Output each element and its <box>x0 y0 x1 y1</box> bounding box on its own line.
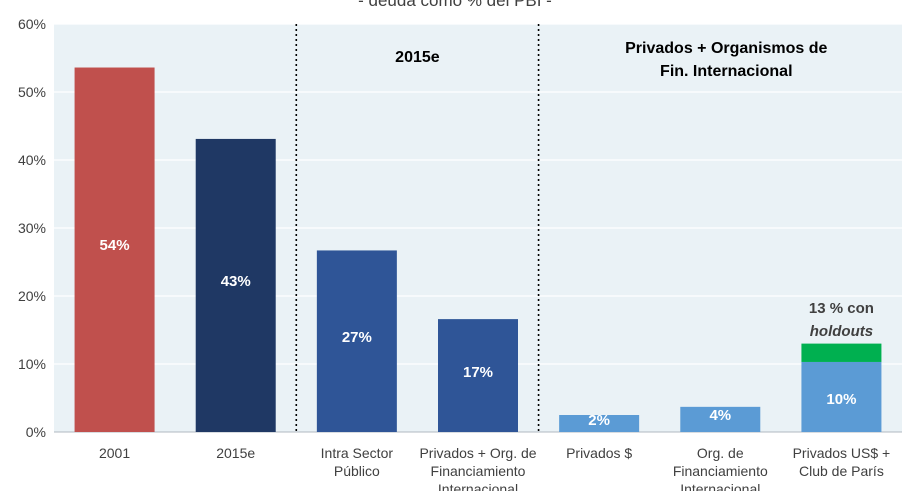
bar-value-label: 10% <box>826 391 856 408</box>
bar <box>680 406 761 432</box>
x-tick-label: 2015e <box>216 445 255 461</box>
bar <box>74 67 155 433</box>
x-tick-label: Privados US$ + <box>793 445 891 461</box>
bar <box>316 250 397 432</box>
bar <box>801 361 882 432</box>
x-tick-label: Privados $ <box>566 445 632 461</box>
y-tick-label: 30% <box>18 220 46 236</box>
section-header: Fin. Internacional <box>660 63 792 80</box>
bar-value-label: 43% <box>221 273 251 290</box>
bar <box>195 138 276 433</box>
bar <box>559 415 640 432</box>
bar-value-label: 27% <box>342 329 372 346</box>
x-tick-label: Org. de <box>697 445 744 461</box>
x-tick-label: Financiamiento <box>673 463 768 479</box>
y-tick-label: 20% <box>18 288 46 304</box>
x-tick-label: Club de París <box>799 463 884 479</box>
holdouts-segment <box>801 343 882 362</box>
x-tick-label: Internacional <box>680 481 760 491</box>
bar-value-label: 17% <box>463 364 493 381</box>
y-tick-label: 0% <box>26 424 46 440</box>
section-header: 2015e <box>395 49 440 66</box>
chart-title: - deuda como % del PBI - <box>358 0 552 10</box>
y-tick-label: 10% <box>18 356 46 372</box>
section-header: Privados + Organismos de <box>625 40 827 57</box>
x-tick-label: Internacional <box>438 481 518 491</box>
bar-value-label: 54% <box>100 237 130 254</box>
x-tick-label: Privados + Org. de <box>419 445 536 461</box>
holdouts-label-italic: holdouts <box>810 323 873 340</box>
y-tick-label: 60% <box>18 16 46 32</box>
holdouts-label: 13 % con <box>809 300 874 317</box>
x-tick-label: Financiamiento <box>431 463 526 479</box>
y-tick-label: 50% <box>18 84 46 100</box>
x-tick-label: 2001 <box>99 445 130 461</box>
y-tick-label: 40% <box>18 152 46 168</box>
bar-value-label: 4% <box>709 407 731 424</box>
bar <box>438 319 518 432</box>
bar-value-label: 2% <box>588 412 610 429</box>
x-tick-label: Intra Sector <box>321 445 394 461</box>
x-tick-label: Público <box>334 463 380 479</box>
